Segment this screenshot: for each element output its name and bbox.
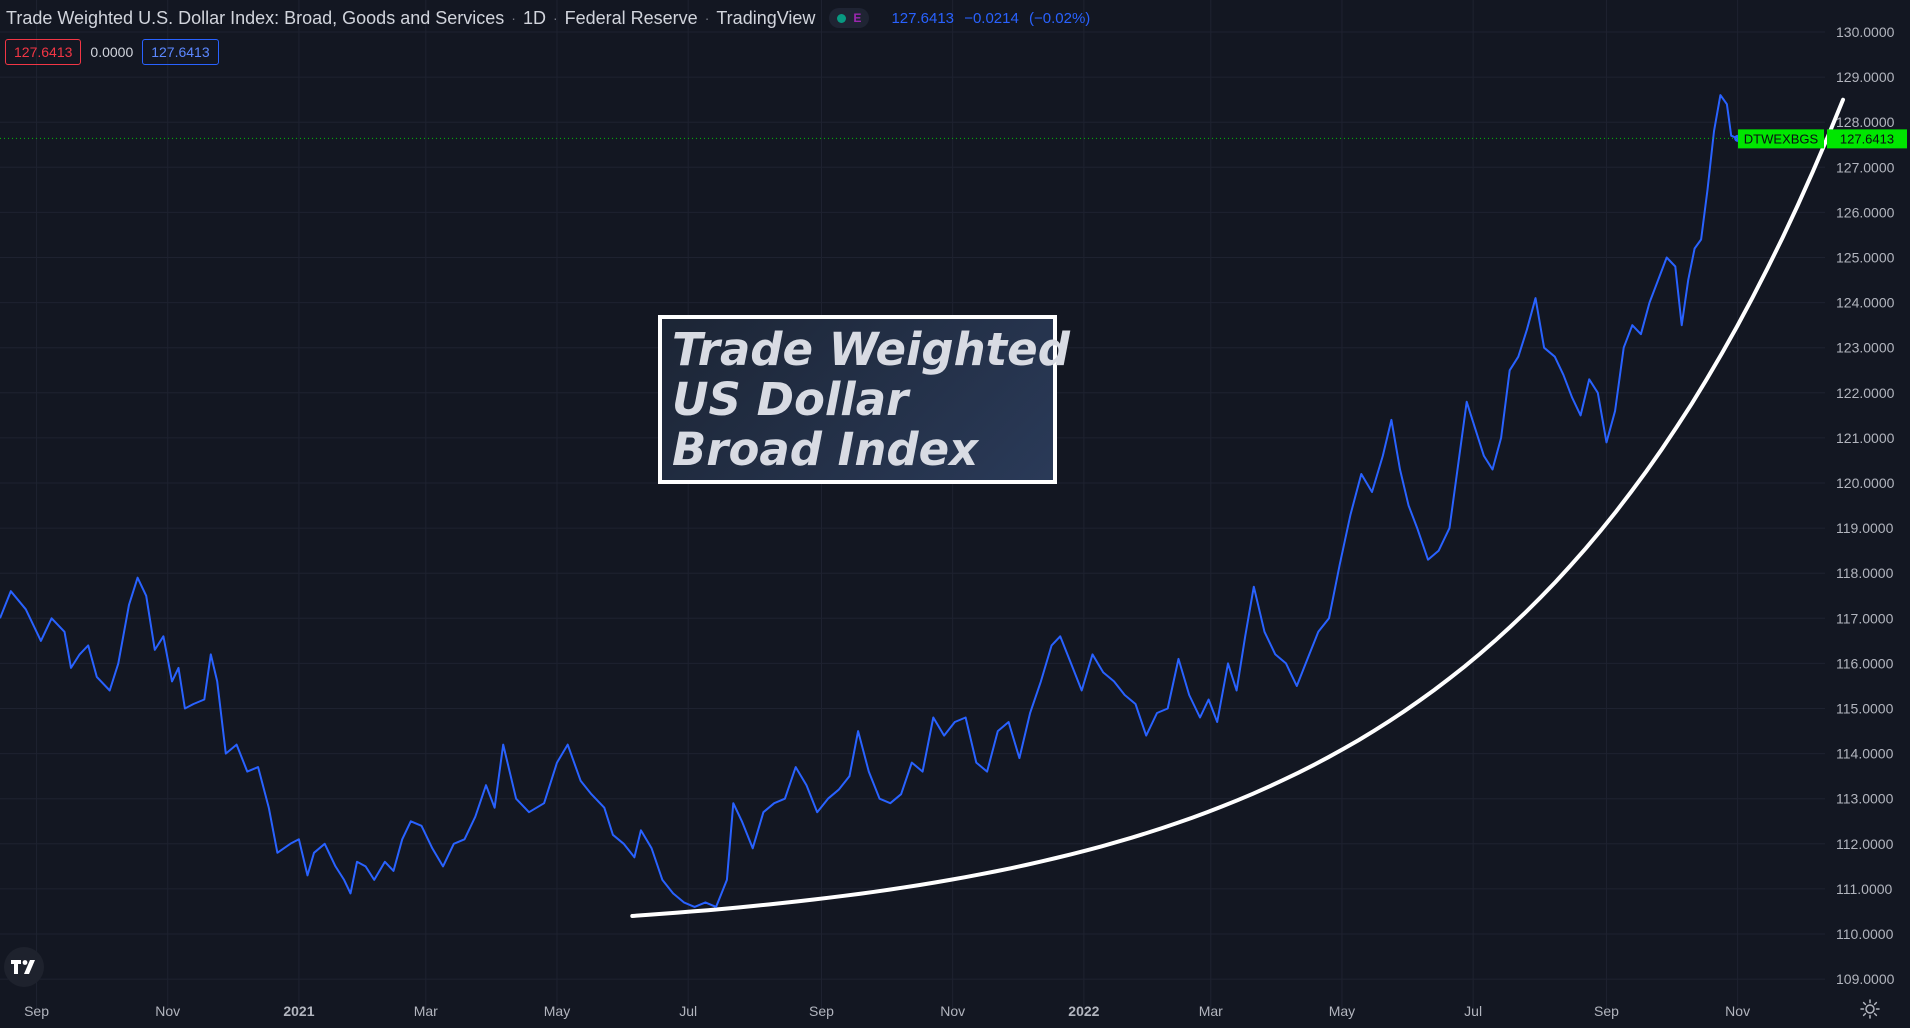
annotation-line: Broad Index: [672, 423, 979, 476]
x-tick-label: May: [1329, 1003, 1355, 1019]
x-tick-label: Sep: [809, 1003, 834, 1019]
y-tick-label: 117.0000: [1836, 610, 1894, 626]
y-tick-label: 124.0000: [1836, 295, 1895, 311]
chart-title[interactable]: Trade Weighted U.S. Dollar Index: Broad,…: [6, 7, 505, 28]
y-tick-label: 119.0000: [1836, 520, 1894, 536]
annotation-box[interactable]: Trade Weighted US Dollar Broad Index: [658, 315, 1070, 484]
header-separator: ·: [511, 10, 516, 26]
price-line-layer: [0, 94, 1742, 908]
x-tick-label: 2022: [1068, 1003, 1099, 1019]
x-tick-label: Nov: [940, 1003, 965, 1019]
value-plain: 0.0000: [90, 44, 134, 60]
y-tick-label: 122.0000: [1836, 385, 1895, 401]
change-value: −0.0214: [964, 9, 1019, 27]
x-tick-label: Nov: [1725, 1003, 1750, 1019]
y-tick-label: 127.0000: [1836, 159, 1895, 175]
x-tick-label: Nov: [155, 1003, 180, 1019]
last-value: 127.6413: [891, 9, 955, 27]
x-tick-label: May: [544, 1003, 570, 1019]
y-tick-label: 116.0000: [1836, 655, 1894, 671]
symbol-badge-label: DTWEXBGS: [1744, 131, 1819, 146]
tradingview-logo-icon[interactable]: [4, 947, 44, 987]
y-tick-label: 125.0000: [1836, 250, 1895, 266]
trend-curve: [630, 97, 1845, 918]
price-line: [0, 94, 1738, 908]
y-tick-label: 109.0000: [1836, 971, 1895, 987]
annotation-line: Trade Weighted: [672, 323, 1070, 376]
gear-icon[interactable]: [1860, 999, 1880, 1019]
y-tick-label: 111.0000: [1836, 881, 1893, 897]
x-tick-label: Sep: [1594, 1003, 1619, 1019]
y-tick-label: 121.0000: [1836, 430, 1895, 446]
value-box-red[interactable]: 127.6413: [5, 39, 82, 65]
y-tick-label: 110.0000: [1836, 926, 1894, 942]
ohlc-row: 127.6413 0.0000 127.6413: [5, 39, 219, 65]
trend-curve-layer: [630, 97, 1845, 918]
y-tick-label: 112.0000: [1836, 836, 1894, 852]
tradingview-logo-glyph: [11, 960, 35, 974]
y-tick-label: 130.0000: [1836, 24, 1895, 40]
change-percent: (−0.02%): [1029, 9, 1091, 27]
y-tick-label: 113.0000: [1836, 791, 1894, 807]
x-tick-label: 2021: [283, 1003, 314, 1019]
value-box-blue[interactable]: 127.6413: [142, 39, 219, 65]
status-dot-icon: [837, 13, 847, 23]
x-tick-label: Mar: [414, 1003, 438, 1019]
annotation-line: US Dollar: [672, 373, 909, 426]
status-letter: E: [853, 11, 862, 25]
header-values: 127.6413 −0.0214 (−0.02%): [891, 10, 1096, 27]
header-separator: ·: [704, 10, 710, 26]
chart-source: Federal Reserve: [564, 7, 698, 28]
y-tick-label: 129.0000: [1836, 69, 1895, 85]
price-badge: [1827, 129, 1907, 149]
y-tick-label: 115.0000: [1836, 701, 1894, 717]
grid-layer: [0, 0, 1825, 1008]
chart-interval[interactable]: 1D: [522, 7, 546, 28]
price-badge-label: 127.6413: [1840, 131, 1894, 146]
y-tick-label: 128.0000: [1836, 114, 1895, 130]
x-tick-label: Mar: [1199, 1003, 1223, 1019]
x-axis: Sep Nov 2021 Mar May Jul Sep Nov 2022 Mar May Jul Se…: [24, 1003, 1750, 1019]
y-tick-label: 114.0000: [1836, 746, 1894, 762]
chart-publisher: TradingView: [716, 7, 816, 28]
y-tick-label: 126.0000: [1836, 204, 1895, 220]
chart-header: Trade Weighted U.S. Dollar Index: Broad,…: [6, 6, 1096, 30]
x-tick-label: Jul: [679, 1003, 697, 1019]
header-separator: ·: [552, 10, 558, 26]
x-tick-label: Jul: [1464, 1003, 1482, 1019]
x-tick-label: Sep: [24, 1003, 49, 1019]
price-badge-layer: DTWEXBGS 127.6413: [0, 129, 1907, 149]
y-tick-label: 123.0000: [1836, 340, 1895, 356]
y-tick-label: 118.0000: [1836, 565, 1894, 581]
symbol-badge: [1738, 129, 1824, 149]
y-tick-label: 120.0000: [1836, 475, 1895, 491]
market-status-pill[interactable]: E: [829, 8, 870, 28]
y-axis: 130.0000 129.0000 128.0000 127.0000 126.0000…: [1836, 24, 1895, 987]
